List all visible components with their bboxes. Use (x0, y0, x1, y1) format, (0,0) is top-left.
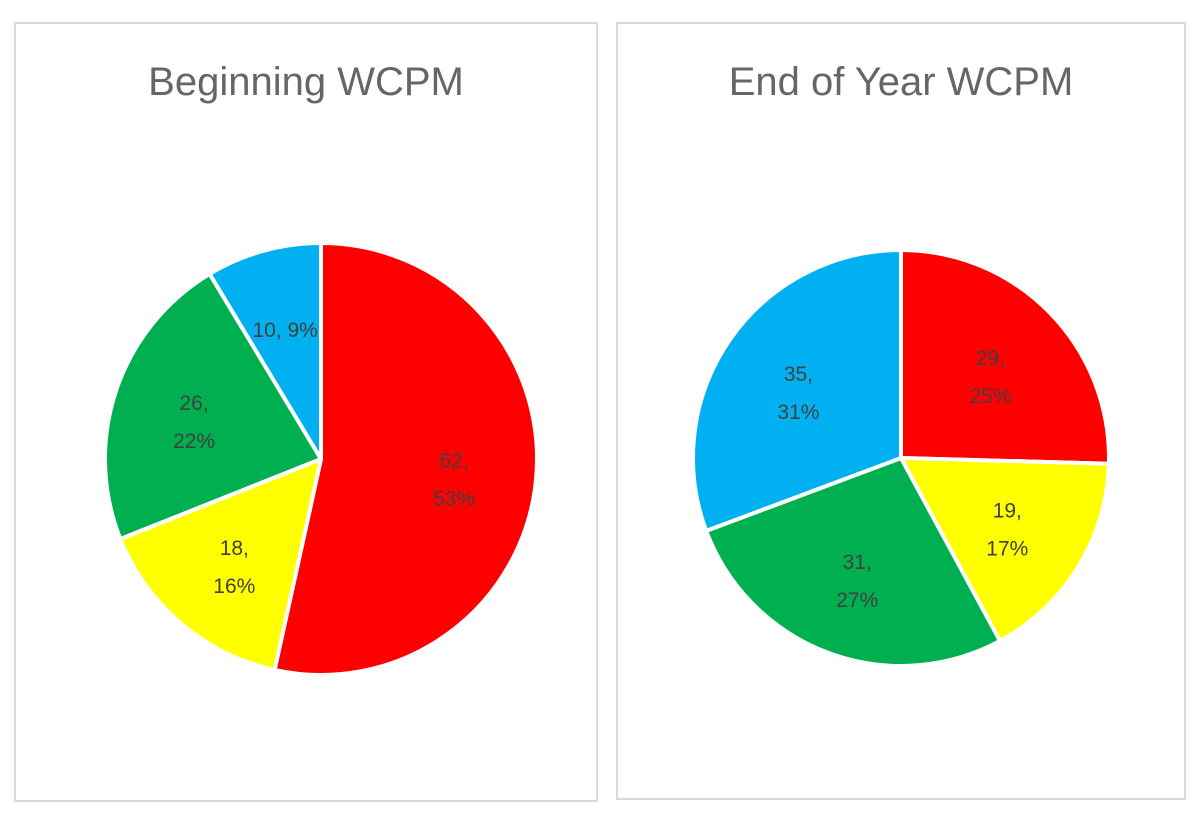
pie-chart-beginning: 62, 53% 18, 16% 26, 22% 10, 9% (103, 241, 539, 677)
chart-panel-end-of-year: End of Year WCPM 29, 25% 19, 17% 31, 27% 35, 31… (616, 22, 1186, 800)
pie-slice (899, 248, 1111, 466)
pie-slice (691, 248, 903, 533)
pie-slice (103, 271, 323, 541)
slice-label-line-2: 31% (777, 401, 819, 424)
slice-label-line-2: 53% (433, 487, 475, 510)
pie-slice (704, 456, 1002, 668)
slice-label-line-2: 27% (836, 589, 878, 612)
slice-data-label: 10, 9% (252, 319, 317, 342)
chart-panel-beginning: Beginning WCPM 62, 53% 18, 16% 26, 22% 10, 9% (14, 22, 598, 802)
slice-label-line-1: 18, (220, 537, 249, 560)
slice-data-label: 29, 25% (969, 347, 1011, 408)
slice-data-label: 62, 53% (433, 449, 475, 510)
slice-label-line-1: 62, (440, 449, 469, 472)
slice-label-line-1: 26, (179, 392, 208, 415)
chart-title: Beginning WCPM (148, 60, 464, 104)
pie-slice (899, 456, 1111, 643)
pie-slice (207, 241, 323, 461)
slice-label-line-2: 17% (986, 537, 1028, 560)
slice-data-label: 31, 27% (836, 551, 878, 612)
slice-data-label: 26, 22% (173, 392, 215, 453)
slice-data-label: 19, 17% (986, 499, 1028, 560)
slice-label-line-1: 31, (843, 551, 872, 574)
pie-chart-end-of-year: 29, 25% 19, 17% 31, 27% 35, 31% (691, 248, 1111, 668)
pie-slice (272, 241, 539, 677)
slice-data-label: 35, 31% (777, 363, 819, 424)
pie-slice (118, 457, 323, 672)
slice-label-line-1: 19, (993, 499, 1022, 522)
slice-label-line-2: 16% (213, 575, 255, 598)
slice-label-line-2: 25% (969, 385, 1011, 408)
chart-title: End of Year WCPM (728, 60, 1074, 104)
slice-label-line-1: 10, 9% (252, 319, 317, 342)
slice-data-label: 18, 16% (213, 537, 255, 598)
slice-label-line-1: 29, (976, 347, 1005, 370)
slice-label-line-2: 22% (173, 430, 215, 453)
slice-label-line-1: 35, (784, 363, 813, 386)
